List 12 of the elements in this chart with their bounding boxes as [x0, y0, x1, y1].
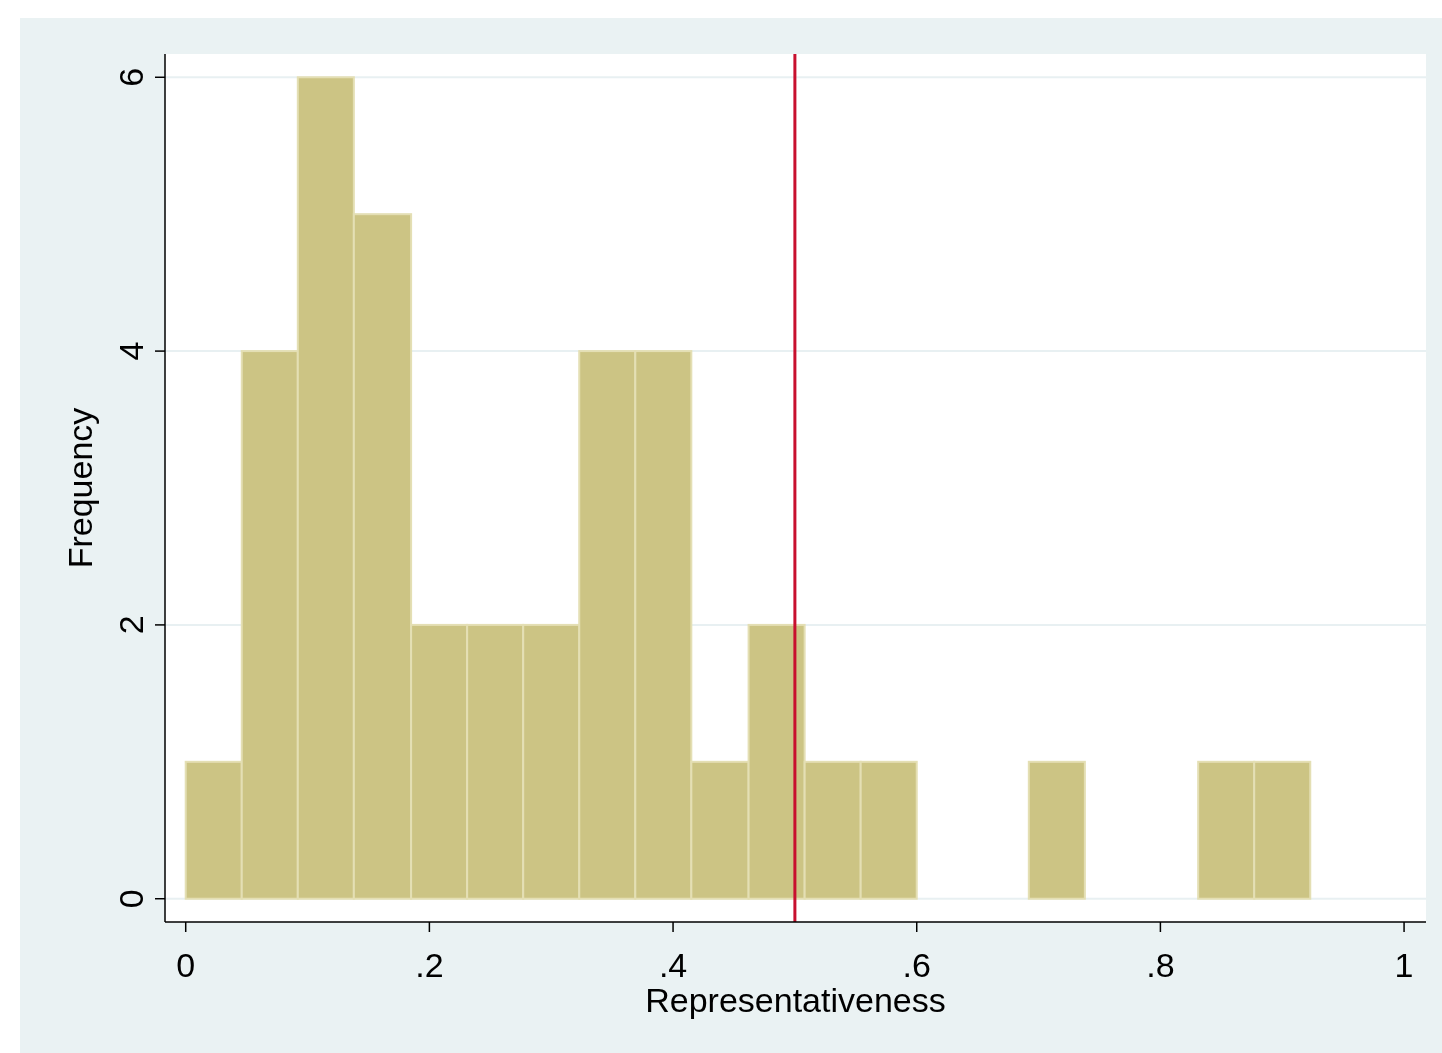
- y-tick-label: 0: [112, 889, 150, 909]
- x-axis-title: Representativeness: [645, 981, 946, 1019]
- x-tick-label: 1: [1394, 946, 1414, 984]
- y-axis-title: Frequency: [61, 407, 99, 569]
- x-tick-label: .4: [658, 946, 688, 984]
- x-tick-label: .6: [902, 946, 931, 984]
- x-tick-label: .8: [1146, 946, 1175, 984]
- x-tick-label: 0: [176, 946, 196, 984]
- x-tick-label: .2: [415, 946, 444, 984]
- y-tick-label: 4: [112, 341, 150, 361]
- y-tick-label: 2: [112, 615, 150, 635]
- y-tick-label: 6: [112, 67, 150, 87]
